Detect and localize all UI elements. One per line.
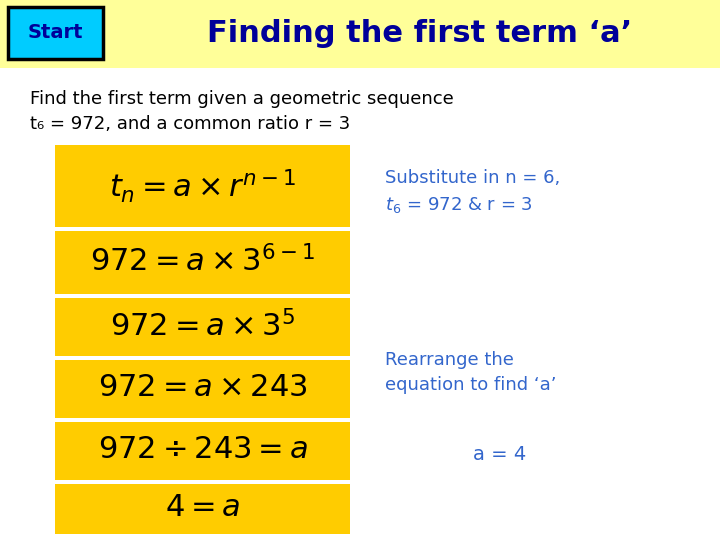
Text: Finding the first term ‘a’: Finding the first term ‘a’	[207, 19, 633, 49]
Bar	[55, 418, 350, 422]
Text: $972 = a \times 243$: $972 = a \times 243$	[98, 374, 307, 402]
Bar	[55, 358, 350, 418]
Bar	[55, 296, 350, 356]
Text: $4 = a$: $4 = a$	[165, 494, 240, 523]
Text: t₆ = 972, and a common ratio r = 3: t₆ = 972, and a common ratio r = 3	[30, 115, 350, 133]
Text: $972 = a \times 3^5$: $972 = a \times 3^5$	[110, 310, 295, 342]
Bar	[0, 0, 720, 68]
Text: Rearrange the: Rearrange the	[385, 351, 514, 369]
Bar	[55, 480, 350, 484]
Bar	[55, 229, 350, 294]
Text: Substitute in n = 6,: Substitute in n = 6,	[385, 169, 560, 187]
Bar	[55, 482, 350, 534]
Bar	[55, 145, 350, 227]
Text: $t_6$ = 972 & r = 3: $t_6$ = 972 & r = 3	[385, 195, 533, 215]
Bar	[8, 7, 103, 59]
Text: Start: Start	[28, 24, 84, 43]
Text: $972 \div 243 = a$: $972 \div 243 = a$	[97, 435, 307, 464]
Text: a = 4: a = 4	[473, 446, 526, 464]
Text: $t_n = a \times r^{n-1}$: $t_n = a \times r^{n-1}$	[109, 167, 296, 205]
Text: Find the first term given a geometric sequence: Find the first term given a geometric se…	[30, 90, 454, 108]
Bar	[55, 227, 350, 231]
Bar	[55, 356, 350, 360]
Text: equation to find ‘a’: equation to find ‘a’	[385, 376, 557, 394]
Bar	[55, 420, 350, 480]
Bar	[55, 294, 350, 298]
Text: $972 = a \times 3^{6-1}$: $972 = a \times 3^{6-1}$	[90, 245, 315, 278]
